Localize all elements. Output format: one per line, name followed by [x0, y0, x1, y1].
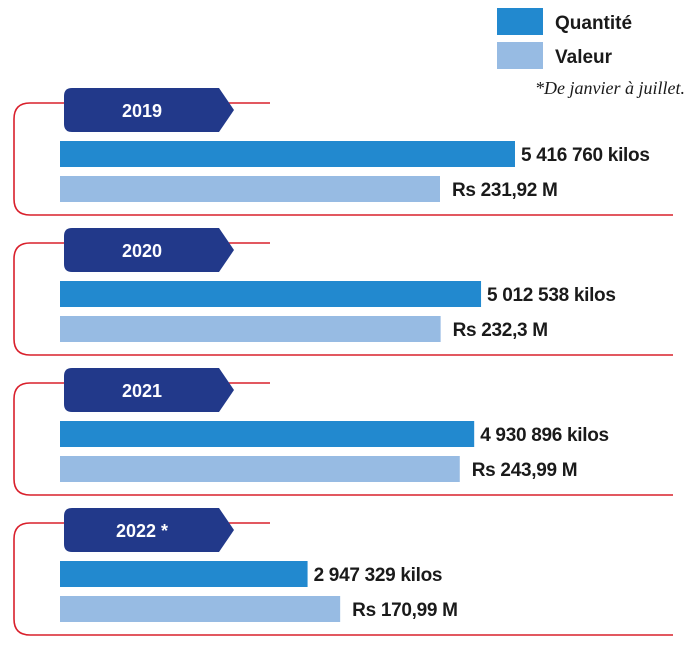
year-label: 2019	[122, 101, 162, 121]
bar-quantite	[60, 561, 308, 587]
year-group: 2021 4 930 896 kilos Rs 243,99 M	[13, 368, 673, 496]
group-bracket	[13, 522, 673, 636]
year-tab	[64, 508, 234, 552]
bar-quantite	[60, 141, 515, 167]
bar-valeur	[60, 176, 440, 202]
bar-label-quantite: 2 947 329 kilos	[314, 565, 443, 586]
legend-label-valeur: Valeur	[555, 47, 613, 68]
year-tab	[64, 88, 234, 132]
bar-label-quantite: 5 012 538 kilos	[487, 285, 616, 306]
legend: Quantité Valeur *De janvier à juillet.	[497, 8, 685, 98]
year-group: 2020 5 012 538 kilos Rs 232,3 M	[13, 228, 673, 356]
group-bracket	[13, 102, 673, 216]
bar-valeur	[60, 456, 460, 482]
bar-valeur	[60, 316, 441, 342]
bar-label-valeur: Rs 170,99 M	[352, 600, 458, 621]
year-tab	[64, 368, 234, 412]
bar-label-quantite: 4 930 896 kilos	[480, 425, 609, 446]
period-note: *De janvier à juillet.	[535, 78, 685, 98]
bar-label-valeur: Rs 232,3 M	[453, 320, 548, 341]
bar-label-valeur: Rs 243,99 M	[472, 460, 577, 481]
year-label: 2022 *	[116, 521, 168, 541]
bar-label-valeur: Rs 231,92 M	[452, 180, 558, 201]
legend-swatch-quantite	[497, 8, 543, 35]
legend-swatch-valeur	[497, 42, 543, 69]
year-label: 2021	[122, 381, 162, 401]
year-group: 2019 5 416 760 kilos Rs 231,92 M	[13, 88, 673, 216]
year-label: 2020	[122, 241, 162, 261]
bar-quantite	[60, 421, 475, 447]
bar-valeur	[60, 596, 341, 622]
bar-quantite	[60, 281, 482, 307]
year-group: 2022 * 2 947 329 kilos Rs 170,99 M	[13, 508, 673, 636]
group-bracket	[13, 242, 673, 356]
year-groups: 2019 5 416 760 kilos Rs 231,92 M 2020 5 012 …	[13, 88, 673, 636]
group-bracket	[13, 382, 673, 496]
year-tab	[64, 228, 234, 272]
legend-label-quantite: Quantité	[555, 13, 632, 34]
bar-label-quantite: 5 416 760 kilos	[521, 145, 650, 166]
